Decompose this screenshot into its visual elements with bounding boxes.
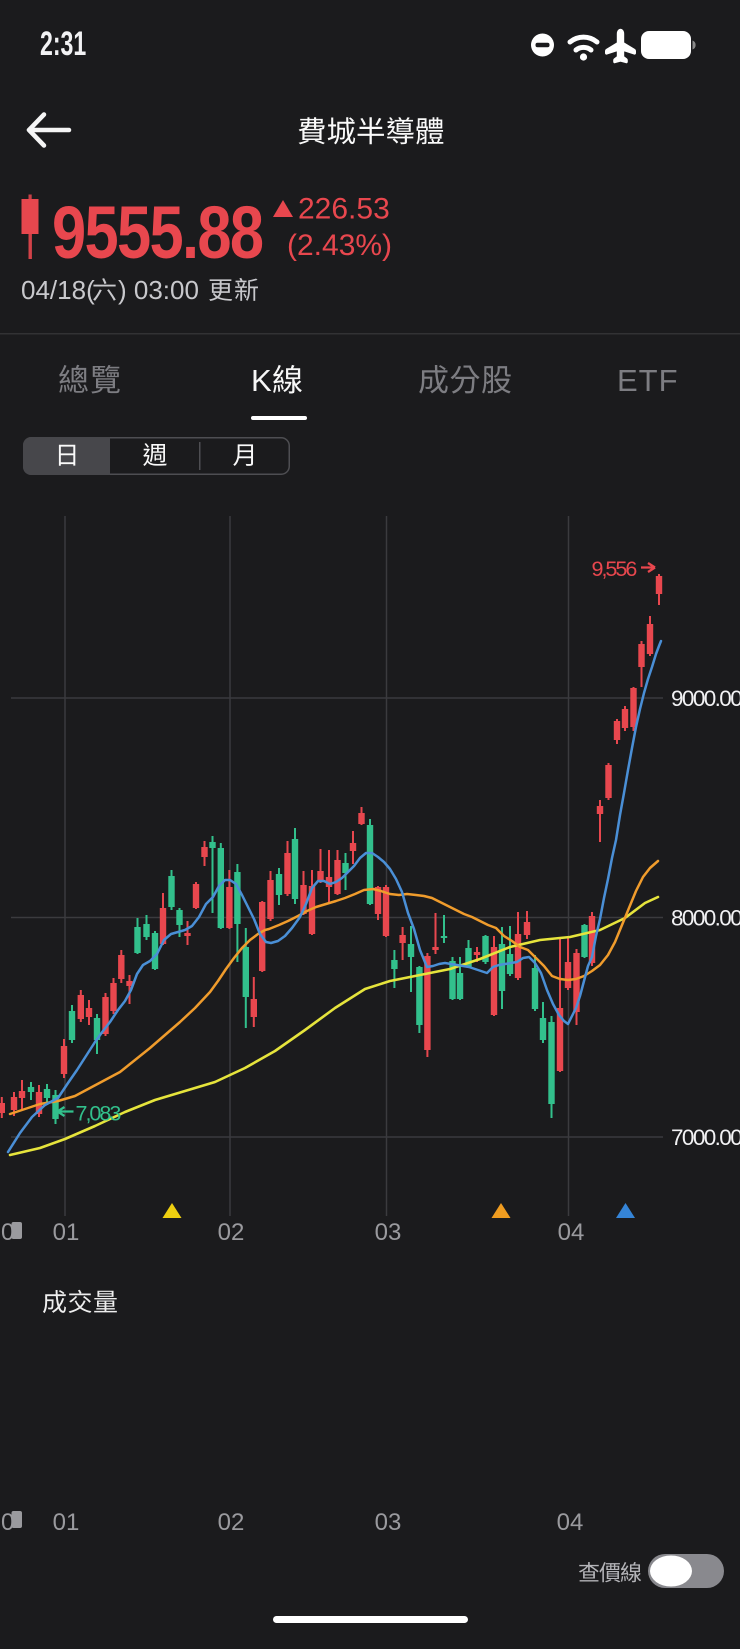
- svg-text:7000.00: 7000.00: [671, 1125, 740, 1150]
- svg-text:2:31: 2:31: [40, 26, 86, 63]
- svg-text:7,083: 7,083: [76, 1102, 122, 1126]
- svg-text:04: 04: [558, 1219, 585, 1246]
- svg-text:K: K: [251, 363, 272, 398]
- svg-text:02: 02: [218, 1219, 245, 1246]
- svg-text:03: 03: [375, 1219, 402, 1246]
- svg-text:0: 0: [1, 1509, 14, 1536]
- svg-text:04/18(: 04/18(: [21, 275, 95, 305]
- svg-text:ETF: ETF: [617, 363, 679, 398]
- svg-text:03: 03: [375, 1509, 402, 1536]
- svg-text:9,556: 9,556: [592, 557, 638, 581]
- svg-text:9555.88: 9555.88: [52, 192, 262, 275]
- svg-text:) 03:00: ) 03:00: [118, 275, 199, 305]
- svg-text:02: 02: [218, 1509, 245, 1536]
- svg-text:8000.00: 8000.00: [671, 906, 740, 931]
- svg-text:(2.43%): (2.43%): [287, 229, 392, 262]
- svg-text:0: 0: [1, 1219, 14, 1246]
- svg-text:226.53: 226.53: [298, 193, 390, 226]
- svg-text:04: 04: [557, 1509, 584, 1536]
- svg-text:01: 01: [53, 1509, 80, 1536]
- svg-text:01: 01: [53, 1219, 80, 1246]
- svg-text:9000.00: 9000.00: [671, 686, 740, 711]
